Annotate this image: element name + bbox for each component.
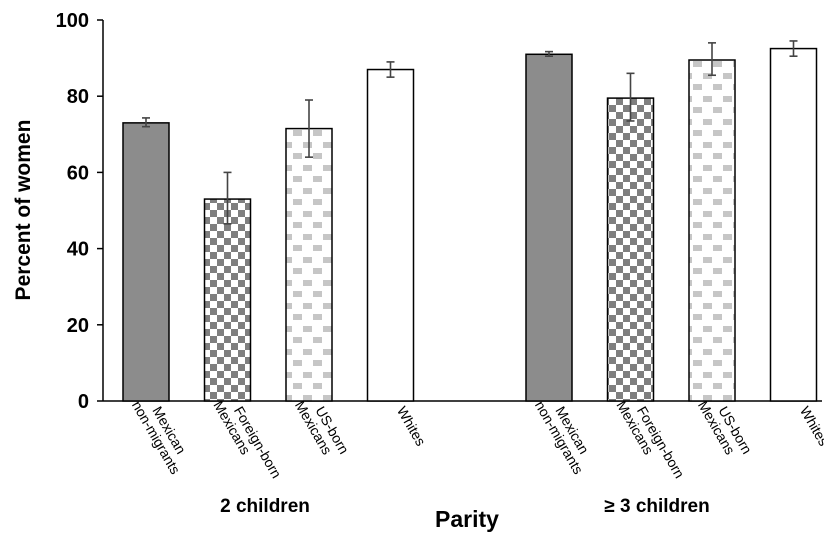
bar-whites-parity-2 bbox=[366, 68, 415, 402]
y-tick-label: 80 bbox=[67, 86, 89, 108]
y-tick-label: 100 bbox=[56, 10, 89, 32]
category-label-foreign-born-mexicans: Foreign-bornMexicans bbox=[613, 391, 687, 489]
bar-mexican-non-migrants-parity-2 bbox=[122, 122, 170, 402]
y-tick-label: 0 bbox=[78, 391, 89, 413]
bar-us-born-mexicans-parity-2 bbox=[285, 127, 333, 402]
y-tick-label: 60 bbox=[67, 162, 89, 184]
category-label-whites: Whites bbox=[394, 404, 429, 449]
bar-whites-parity-3plus bbox=[769, 47, 818, 402]
bar-foreign-born-mexicans-parity-2 bbox=[203, 198, 252, 402]
category-label-whites: Whites bbox=[797, 404, 824, 449]
category-label-foreign-born-mexicans: Foreign-bornMexicans bbox=[210, 391, 284, 489]
y-tick-label: 40 bbox=[67, 239, 89, 261]
x-axis-title: Parity bbox=[435, 506, 499, 532]
bar-us-born-mexicans-parity-3plus bbox=[688, 59, 736, 402]
bar-foreign-born-mexicans-parity-3plus bbox=[606, 97, 655, 402]
y-tick-label: 20 bbox=[67, 315, 89, 337]
bar-mexican-non-migrants-parity-3plus bbox=[525, 53, 573, 402]
category-label-mexican-non-migrants: Mexicannon-migrants bbox=[129, 391, 197, 477]
category-label-mexican-non-migrants: Mexicannon-migrants bbox=[532, 391, 600, 477]
group-label-parity-2: 2 children bbox=[220, 496, 310, 517]
group-label-parity-3plus: ≥ 3 children bbox=[604, 496, 709, 517]
y-axis-title: Percent of women bbox=[12, 120, 35, 301]
